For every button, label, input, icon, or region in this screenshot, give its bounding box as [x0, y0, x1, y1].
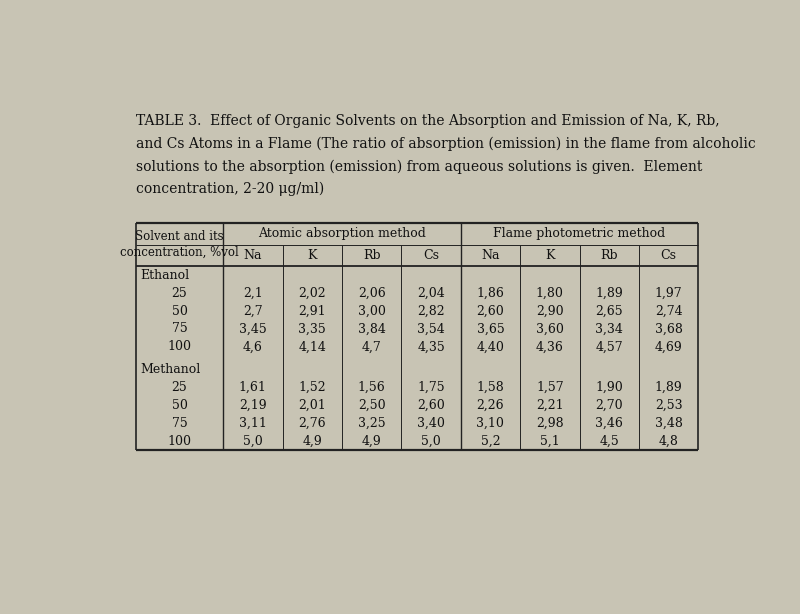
Text: concentration, 2-20 μg/ml): concentration, 2-20 μg/ml)	[136, 182, 324, 196]
Text: TABLE 3.  Effect of Organic Solvents on the Absorption and Emission of Na, K, Rb: TABLE 3. Effect of Organic Solvents on t…	[136, 114, 719, 128]
Text: 2,60: 2,60	[477, 305, 504, 317]
Text: 2,60: 2,60	[417, 399, 445, 412]
Text: 50: 50	[172, 399, 187, 412]
Text: 4,40: 4,40	[477, 340, 504, 354]
Text: 1,61: 1,61	[239, 381, 266, 394]
Text: 50: 50	[172, 305, 187, 317]
Text: 2,7: 2,7	[243, 305, 262, 317]
Text: 2,02: 2,02	[298, 287, 326, 300]
Text: 75: 75	[172, 417, 187, 430]
Text: 2,26: 2,26	[477, 399, 504, 412]
Text: 3,00: 3,00	[358, 305, 386, 317]
Text: 2,82: 2,82	[418, 305, 445, 317]
Text: 2,90: 2,90	[536, 305, 564, 317]
Text: 3,40: 3,40	[417, 417, 445, 430]
Text: Ethanol: Ethanol	[141, 268, 190, 282]
Text: 3,35: 3,35	[298, 322, 326, 335]
Text: 100: 100	[167, 340, 191, 354]
Text: Methanol: Methanol	[141, 363, 201, 376]
Text: 4,9: 4,9	[302, 435, 322, 448]
Text: 1,57: 1,57	[536, 381, 564, 394]
Text: 4,5: 4,5	[599, 435, 619, 448]
Text: 4,8: 4,8	[658, 435, 678, 448]
Text: 2,19: 2,19	[239, 399, 266, 412]
Text: 4,14: 4,14	[298, 340, 326, 354]
Text: 3,54: 3,54	[417, 322, 445, 335]
Text: 100: 100	[167, 435, 191, 448]
Text: 4,6: 4,6	[243, 340, 262, 354]
Text: 2,06: 2,06	[358, 287, 386, 300]
Text: 2,74: 2,74	[654, 305, 682, 317]
Text: Rb: Rb	[363, 249, 381, 262]
Text: and Cs Atoms in a Flame (The ratio of absorption (emission) in the flame from al: and Cs Atoms in a Flame (The ratio of ab…	[136, 136, 756, 151]
Text: 75: 75	[172, 322, 187, 335]
Text: 4,36: 4,36	[536, 340, 564, 354]
Text: 3,84: 3,84	[358, 322, 386, 335]
Text: 3,48: 3,48	[654, 417, 682, 430]
Text: 1,97: 1,97	[654, 287, 682, 300]
Text: 1,56: 1,56	[358, 381, 386, 394]
Text: 5,0: 5,0	[421, 435, 441, 448]
Text: 1,75: 1,75	[418, 381, 445, 394]
Text: 2,21: 2,21	[536, 399, 564, 412]
Text: solutions to the absorption (emission) from aqueous solutions is given.  Element: solutions to the absorption (emission) f…	[136, 159, 702, 174]
Text: 2,98: 2,98	[536, 417, 564, 430]
Text: Cs: Cs	[423, 249, 439, 262]
Text: 4,57: 4,57	[595, 340, 623, 354]
Text: 5,1: 5,1	[540, 435, 560, 448]
Text: 3,34: 3,34	[595, 322, 623, 335]
Text: Na: Na	[481, 249, 500, 262]
Text: 1,89: 1,89	[654, 381, 682, 394]
Text: 2,53: 2,53	[654, 399, 682, 412]
Text: 3,10: 3,10	[477, 417, 504, 430]
Text: 4,7: 4,7	[362, 340, 382, 354]
Text: K: K	[307, 249, 317, 262]
Text: 3,11: 3,11	[239, 417, 266, 430]
Text: 1,86: 1,86	[477, 287, 504, 300]
Text: K: K	[545, 249, 554, 262]
Text: 1,90: 1,90	[595, 381, 623, 394]
Text: 2,1: 2,1	[243, 287, 262, 300]
Text: 4,9: 4,9	[362, 435, 382, 448]
Text: 1,58: 1,58	[477, 381, 504, 394]
Text: Na: Na	[243, 249, 262, 262]
Text: 3,68: 3,68	[654, 322, 682, 335]
Text: 1,89: 1,89	[595, 287, 623, 300]
Text: 2,04: 2,04	[417, 287, 445, 300]
Text: 2,65: 2,65	[595, 305, 623, 317]
Text: 5,0: 5,0	[243, 435, 262, 448]
Text: 25: 25	[172, 287, 187, 300]
Text: Rb: Rb	[600, 249, 618, 262]
Text: 2,76: 2,76	[298, 417, 326, 430]
Text: 2,91: 2,91	[298, 305, 326, 317]
Text: 3,46: 3,46	[595, 417, 623, 430]
Text: 3,45: 3,45	[239, 322, 266, 335]
Text: 2,50: 2,50	[358, 399, 386, 412]
Text: 4,69: 4,69	[654, 340, 682, 354]
Text: 3,25: 3,25	[358, 417, 386, 430]
Text: Atomic absorption method: Atomic absorption method	[258, 227, 426, 241]
Text: 3,65: 3,65	[477, 322, 504, 335]
Text: 1,52: 1,52	[298, 381, 326, 394]
Text: 3,60: 3,60	[536, 322, 564, 335]
Text: 25: 25	[172, 381, 187, 394]
Text: Cs: Cs	[661, 249, 677, 262]
Text: 2,70: 2,70	[595, 399, 623, 412]
Text: 2,01: 2,01	[298, 399, 326, 412]
Text: 5,2: 5,2	[481, 435, 500, 448]
Text: 1,80: 1,80	[536, 287, 564, 300]
Text: Solvent and its
concentration, %vol: Solvent and its concentration, %vol	[120, 230, 239, 259]
Text: 4,35: 4,35	[417, 340, 445, 354]
Text: Flame photometric method: Flame photometric method	[494, 227, 666, 241]
